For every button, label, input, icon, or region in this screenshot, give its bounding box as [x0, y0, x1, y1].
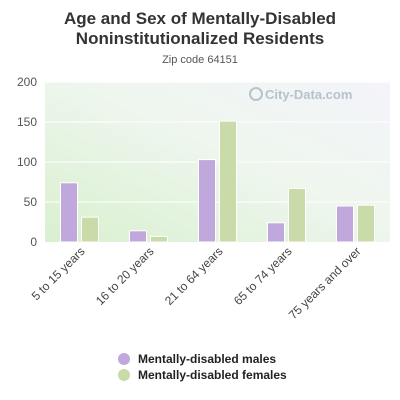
legend-item-females: Mentally-disabled females	[118, 367, 287, 382]
chart-title: Age and Sex of Mentally-Disabled Noninst…	[0, 9, 400, 49]
x-axis: 5 to 15 years 16 to 20 years 21 to 64 year…	[29, 244, 364, 322]
legend-swatch-males	[118, 352, 130, 365]
bars	[60, 120, 375, 243]
watermark-icon	[249, 87, 263, 101]
bar-males	[198, 159, 216, 243]
watermark-text: City-Data.com	[265, 87, 352, 102]
bar-males	[336, 205, 354, 243]
legend-label-females: Mentally-disabled females	[138, 367, 287, 382]
y-tick-label: 200	[17, 75, 37, 89]
x-tick-label: 75 years and over	[286, 244, 364, 322]
chart-subtitle: Zip code 64151	[162, 54, 238, 66]
bar-females	[150, 235, 168, 243]
gridlines	[45, 81, 390, 203]
bar-females	[81, 216, 99, 243]
y-tick-label: 50	[24, 195, 38, 209]
x-tick-label: 5 to 15 years	[29, 244, 88, 303]
watermark: City-Data.com	[249, 87, 352, 102]
legend-label-males: Mentally-disabled males	[138, 351, 277, 366]
bar-males	[267, 222, 285, 243]
legend: Mentally-disabled males Mentally-disable…	[118, 351, 287, 383]
bar-females	[288, 187, 306, 243]
y-axis: 0 50 100 150 200	[17, 75, 37, 249]
x-tick-label: 65 to 74 years	[231, 244, 295, 308]
y-tick-label: 0	[30, 235, 37, 249]
y-tick-label: 100	[17, 155, 37, 169]
chart-title-line-2: Noninstitutionalized Residents	[75, 29, 325, 48]
bar-females	[219, 120, 237, 243]
bar-males	[60, 182, 78, 243]
chart-title-line-1: Age and Sex of Mentally-Disabled	[63, 9, 337, 28]
x-tick-label: 21 to 64 years	[162, 244, 226, 308]
y-tick-label: 150	[17, 115, 37, 129]
legend-swatch-females	[118, 368, 130, 381]
bar-males	[129, 230, 147, 243]
x-tick-label: 16 to 20 years	[93, 244, 157, 308]
legend-item-males: Mentally-disabled males	[118, 351, 287, 366]
bar-females	[357, 204, 375, 243]
